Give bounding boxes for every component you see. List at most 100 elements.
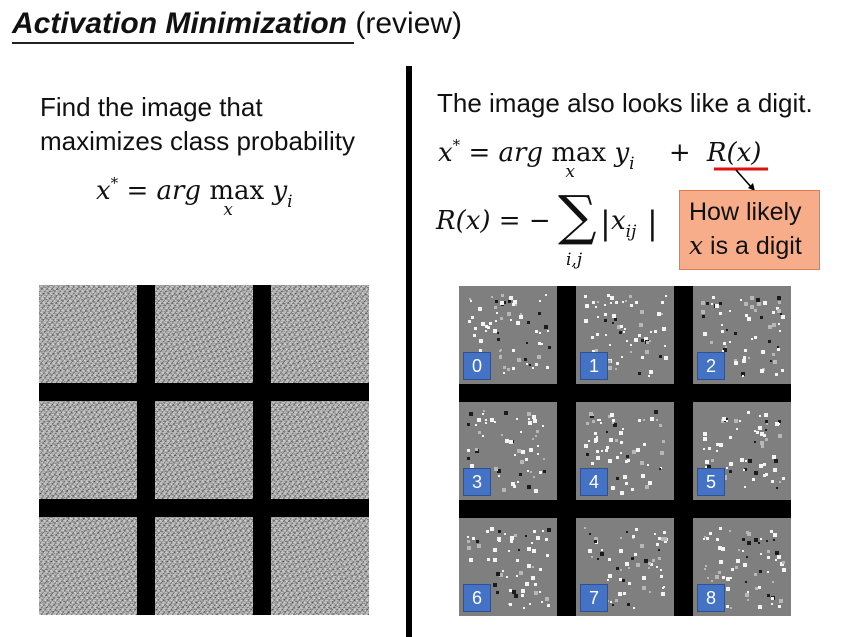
texture-pixel [639, 323, 643, 327]
texture-pixel [584, 295, 587, 298]
texture-pixel [742, 550, 744, 552]
texture-pixel [514, 594, 518, 598]
texture-pixel [742, 375, 744, 377]
texture-pixel [662, 440, 665, 443]
texture-pixel [467, 540, 470, 543]
texture-pixel [470, 464, 474, 468]
texture-pixel [607, 600, 609, 602]
texture-pixel [625, 460, 628, 463]
texture-pixel [503, 301, 506, 304]
texture-pixel [627, 459, 630, 462]
texture-pixel [472, 537, 475, 540]
digit-cell-7: 7 [576, 518, 674, 616]
column-divider [406, 66, 412, 637]
texture-pixel [527, 547, 531, 551]
formula-r-x: R(x) [436, 206, 491, 236]
texture-pixel [504, 411, 508, 415]
texture-pixel [528, 418, 530, 420]
texture-pixel [703, 538, 705, 540]
texture-pixel [521, 589, 525, 593]
texture-pixel [703, 332, 707, 336]
texture-pixel [734, 332, 737, 335]
texture-pixel [609, 438, 613, 442]
texture-pixel [517, 358, 521, 362]
texture-pixel [763, 434, 766, 437]
texture-pixel [529, 364, 531, 366]
texture-pixel [628, 582, 631, 585]
texture-pixel [467, 536, 469, 538]
formula-max: max [209, 176, 265, 206]
texture-pixel [537, 355, 541, 359]
texture-pixel [704, 536, 706, 538]
left-line-1: Find the image that [40, 92, 263, 122]
texture-pixel [527, 485, 531, 489]
texture-pixel [599, 419, 601, 421]
texture-pixel [764, 413, 768, 417]
left-formula: x* = arg max x yi [96, 174, 293, 220]
texture-pixel [594, 540, 597, 543]
digit-label: 1 [580, 352, 608, 380]
texture-pixel [632, 535, 635, 538]
texture-pixel [726, 329, 728, 331]
texture-pixel [722, 576, 725, 579]
texture-pixel [536, 430, 539, 433]
texture-pixel [748, 357, 750, 359]
texture-pixel [659, 355, 662, 358]
texture-pixel [586, 422, 589, 425]
texture-pixel [592, 350, 595, 353]
texture-pixel [772, 353, 775, 356]
texture-pixel [723, 342, 726, 345]
texture-pixel [495, 320, 497, 322]
texture-pixel [738, 549, 740, 551]
texture-pixel [533, 476, 535, 478]
right-heading: The image also looks like a digit. [437, 88, 813, 118]
texture-pixel [703, 437, 707, 441]
texture-pixel [516, 321, 520, 325]
texture-pixel [701, 301, 705, 305]
digit-label: 6 [463, 584, 491, 612]
texture-pixel [630, 351, 632, 353]
texture-pixel [489, 322, 492, 325]
texture-pixel [547, 604, 550, 607]
texture-pixel [744, 302, 748, 306]
digit-label: 7 [580, 584, 608, 612]
texture-pixel [641, 474, 645, 478]
formula-max-under: x [565, 162, 575, 182]
texture-pixel [641, 356, 644, 359]
texture-pixel [707, 465, 711, 469]
texture-pixel [468, 320, 471, 323]
texture-pixel [491, 296, 493, 298]
texture-pixel [512, 349, 515, 352]
texture-pixel [782, 477, 785, 480]
formula-arg: arg [498, 138, 544, 168]
texture-pixel [658, 537, 661, 540]
texture-pixel [519, 315, 523, 319]
texture-pixel [759, 464, 763, 468]
texture-pixel [773, 468, 777, 472]
texture-pixel [719, 527, 722, 530]
texture-pixel [535, 363, 538, 366]
texture-pixel [528, 421, 532, 425]
texture-pixel [507, 368, 510, 371]
noise-cell [155, 401, 253, 499]
texture-pixel [532, 415, 536, 419]
texture-pixel [509, 589, 512, 592]
texture-pixel [641, 339, 644, 342]
digit-cell-4: 4 [576, 402, 674, 500]
texture-pixel [512, 590, 516, 594]
texture-pixel [615, 368, 617, 370]
texture-pixel [661, 592, 665, 596]
texture-pixel [661, 537, 665, 541]
texture-pixel [545, 294, 547, 296]
texture-pixel [547, 330, 549, 332]
texture-pixel [594, 440, 597, 443]
texture-pixel [771, 597, 774, 600]
texture-pixel [707, 577, 709, 579]
texture-pixel [658, 557, 661, 560]
texture-pixel [754, 573, 757, 576]
texture-pixel [778, 434, 782, 438]
texture-pixel [542, 425, 544, 427]
formula-eq: = [498, 206, 521, 236]
texture-pixel [595, 306, 597, 308]
texture-pixel [469, 412, 473, 416]
